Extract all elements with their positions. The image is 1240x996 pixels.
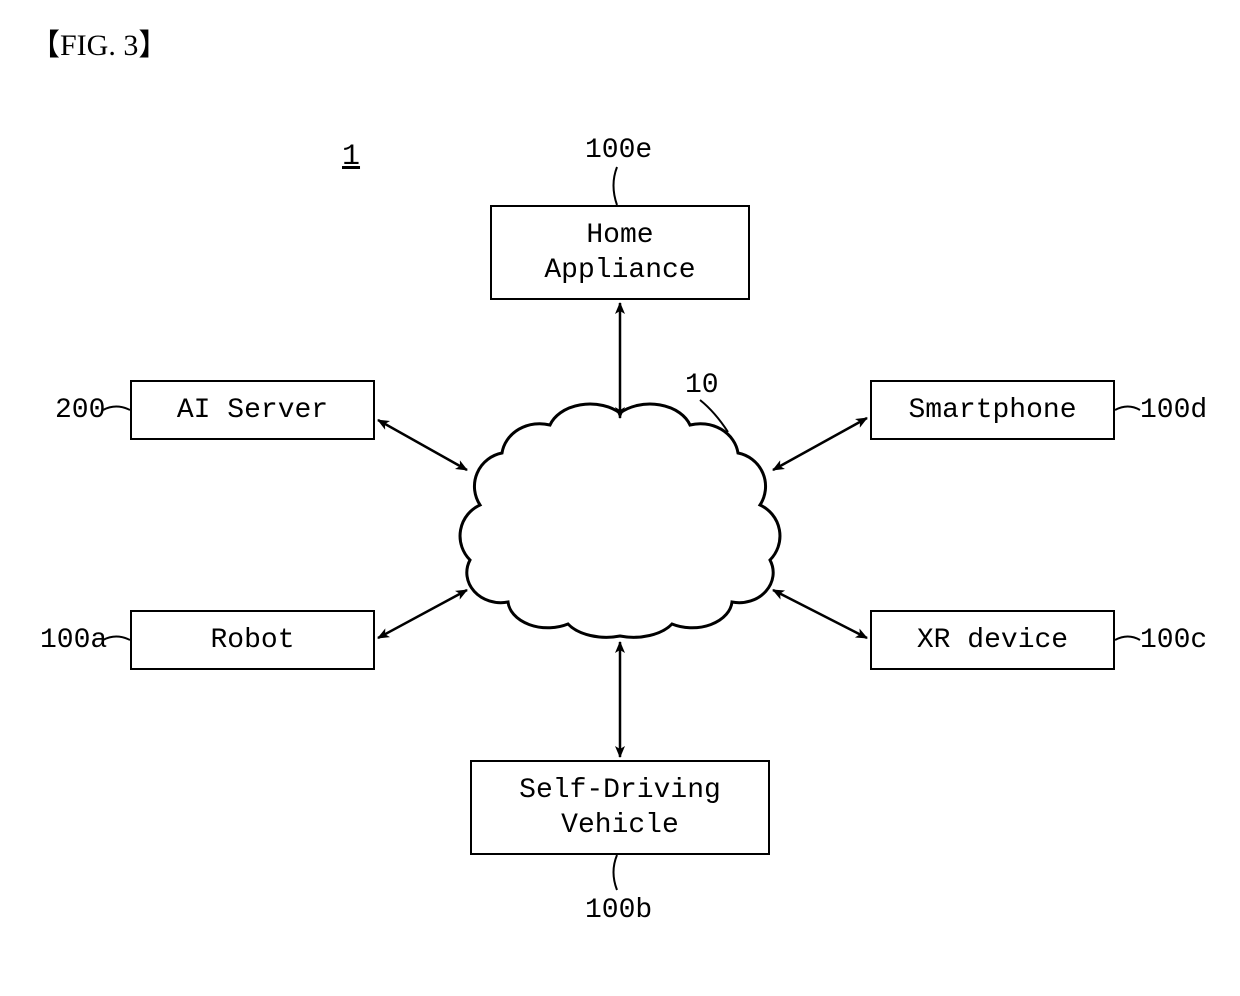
leader-100d [1115, 407, 1140, 411]
node-home-appliance: HomeAppliance [490, 205, 750, 300]
ref-100c: 100c [1140, 625, 1207, 656]
cloud-label: Cloud Network (5G) [490, 495, 750, 568]
ref-100a: 100a [40, 625, 107, 656]
node-smartphone: Smartphone [870, 380, 1115, 440]
node-label: HomeAppliance [544, 218, 695, 288]
node-label: Smartphone [908, 393, 1076, 428]
diagram-canvas: 【FIG. 3】 1 HomeAppliance AI Server Smart… [0, 0, 1240, 996]
edge-robot [378, 590, 467, 638]
node-xr-device: XR device [870, 610, 1115, 670]
edge-smartphone [773, 418, 867, 470]
edge-xr-device [773, 590, 867, 638]
ref-10: 10 [685, 370, 719, 401]
leader-10 [700, 400, 728, 432]
leader-200 [103, 407, 130, 411]
cloud-label-line2: (5G) [586, 533, 653, 564]
node-label: Self-DrivingVehicle [519, 773, 721, 843]
ref-100e: 100e [585, 135, 652, 166]
ref-100b: 100b [585, 895, 652, 926]
leader-100b [614, 855, 618, 890]
node-robot: Robot [130, 610, 375, 670]
node-label: AI Server [177, 393, 328, 428]
cloud-label-line1: Cloud Network [511, 497, 729, 528]
ref-100d: 100d [1140, 395, 1207, 426]
system-ref-label: 1 [342, 140, 360, 174]
ref-200: 200 [55, 395, 105, 426]
node-ai-server: AI Server [130, 380, 375, 440]
node-label: Robot [210, 623, 294, 658]
node-label: XR device [917, 623, 1068, 658]
leader-100c [1115, 637, 1140, 641]
node-self-driving-vehicle: Self-DrivingVehicle [470, 760, 770, 855]
figure-caption: 【FIG. 3】 [30, 20, 168, 64]
edge-ai-server [378, 420, 467, 470]
leader-100e [614, 167, 618, 205]
